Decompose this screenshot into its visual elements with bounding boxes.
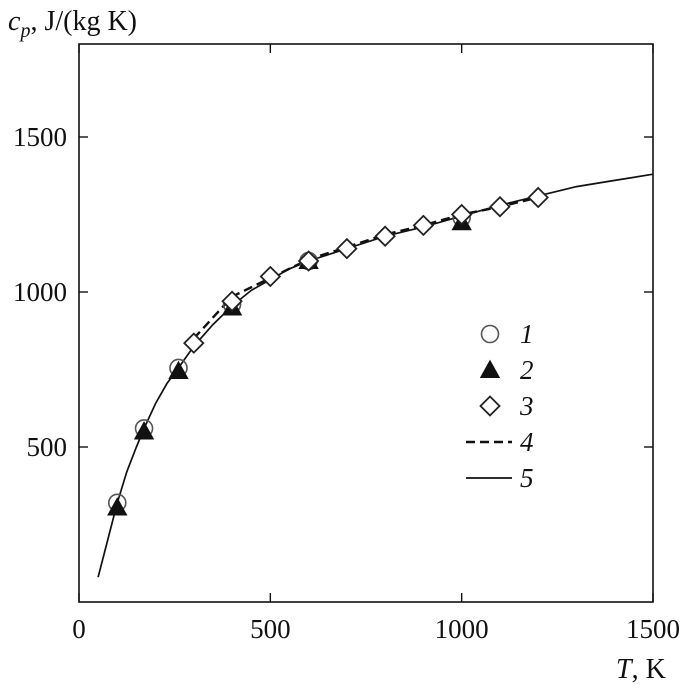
series-2-point [168, 360, 189, 380]
legend-label: 1 [520, 319, 534, 349]
axes-frame [78, 43, 654, 603]
series-4 [192, 196, 539, 340]
series-3-point [374, 225, 396, 247]
y-tick-label: 1000 [13, 277, 67, 307]
series-2-point [107, 497, 128, 516]
series-3-point [183, 332, 205, 354]
legend-marker [479, 395, 501, 417]
legend: 1 2 3 4 5 [466, 319, 534, 493]
series-2-point [133, 421, 155, 440]
legend-marker [479, 359, 501, 379]
plot-frame [78, 43, 654, 603]
legend-entry-1: 1 [480, 319, 534, 349]
legend-entry-4: 4 [466, 427, 534, 457]
x-tick-label: 500 [250, 614, 291, 644]
legend-label: 5 [520, 463, 534, 493]
series-3 [183, 186, 549, 354]
series-3-point [336, 237, 358, 260]
series-4-line [192, 196, 539, 340]
legend-label: 2 [520, 355, 534, 385]
legend-entry-5: 5 [466, 463, 534, 493]
axis-ticks: 0 500 1000 1500 500 1000 1500 [13, 44, 680, 644]
y-tick-label: 1500 [13, 122, 67, 152]
y-tick-label: 500 [27, 432, 68, 462]
series-3-point [489, 195, 511, 218]
legend-entry-3: 3 [479, 391, 534, 421]
series-3-point [221, 290, 243, 313]
legend-label: 4 [520, 427, 534, 457]
x-tick-label: 1500 [626, 614, 680, 644]
data-series [97, 173, 654, 578]
legend-marker [480, 324, 500, 344]
series-3-point [297, 250, 320, 272]
legend-entry-2: 2 [479, 355, 534, 385]
y-axis-label: cp, J/(kg K) [8, 6, 137, 42]
series-3-point [450, 203, 473, 226]
series-1 [107, 208, 471, 513]
legend-label: 3 [519, 391, 534, 421]
x-tick-label: 1000 [435, 614, 489, 644]
series-3-point [259, 265, 282, 288]
series-3-point [527, 186, 549, 209]
series-3-point [412, 214, 435, 237]
x-tick-label: 0 [72, 614, 86, 644]
x-axis-label: T, K [616, 654, 666, 685]
series-2 [107, 211, 472, 516]
